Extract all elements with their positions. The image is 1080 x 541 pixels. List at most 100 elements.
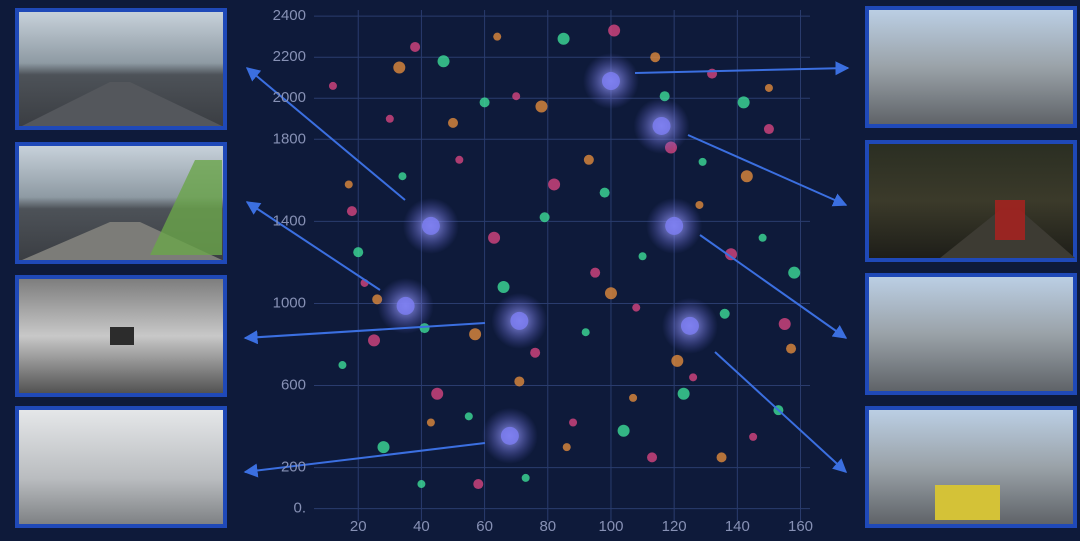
- point: [758, 233, 767, 242]
- point: [763, 124, 774, 135]
- arrow: [245, 201, 381, 291]
- point: [464, 412, 473, 421]
- taxi: [935, 485, 1000, 520]
- y-tick-label: 1400: [273, 212, 306, 229]
- point: [557, 32, 570, 45]
- x-tick-label: 160: [788, 518, 813, 535]
- x-tick-label: 40: [413, 518, 430, 535]
- point: [512, 92, 521, 101]
- thumbnails: [15, 6, 1077, 528]
- y-tick-label: 0.: [293, 500, 306, 517]
- point: [786, 343, 797, 354]
- cluster-point: [500, 426, 519, 445]
- cluster-point: [601, 72, 620, 91]
- point: [353, 247, 364, 258]
- point: [497, 281, 510, 294]
- city-image: [865, 273, 1077, 395]
- point: [455, 155, 464, 164]
- city-image: [865, 6, 1077, 128]
- point: [650, 52, 661, 63]
- point: [548, 178, 561, 191]
- point: [629, 393, 638, 402]
- cluster-point: [680, 316, 699, 335]
- point: [488, 231, 501, 244]
- plot: [328, 24, 801, 490]
- point: [535, 100, 548, 113]
- point: [417, 480, 426, 489]
- point: [638, 252, 647, 261]
- x-tick-label: 80: [539, 518, 556, 535]
- point: [473, 479, 484, 490]
- point: [695, 200, 704, 209]
- point: [632, 303, 641, 312]
- point: [749, 432, 758, 441]
- x-tick-label: 60: [476, 518, 493, 535]
- arrows: [243, 61, 850, 478]
- cluster-point: [652, 116, 671, 135]
- point: [719, 308, 730, 319]
- point: [393, 61, 406, 74]
- point: [583, 154, 594, 165]
- arrow: [243, 322, 486, 345]
- point: [346, 206, 357, 217]
- point: [725, 248, 738, 261]
- point: [493, 32, 502, 41]
- point: [608, 24, 621, 37]
- x-tick-label: 100: [598, 518, 623, 535]
- point: [437, 55, 450, 68]
- point: [778, 317, 791, 330]
- point: [521, 473, 530, 482]
- point: [599, 187, 610, 198]
- point: [569, 418, 578, 427]
- cluster-point: [396, 296, 415, 315]
- tunnel-end: [110, 327, 134, 345]
- point: [328, 81, 337, 90]
- point: [677, 387, 690, 400]
- point: [385, 114, 394, 123]
- arrow: [634, 61, 850, 76]
- point: [671, 354, 684, 367]
- point: [562, 443, 571, 452]
- point: [338, 361, 347, 370]
- arrow: [243, 442, 486, 478]
- road: [22, 82, 222, 126]
- point: [469, 328, 482, 341]
- point: [431, 387, 444, 400]
- y-tick-label: 600: [281, 377, 306, 394]
- point: [617, 424, 630, 437]
- point: [448, 117, 459, 128]
- arrow: [699, 234, 848, 339]
- point: [539, 212, 550, 223]
- cluster-point: [665, 216, 684, 235]
- cluster-point: [421, 216, 440, 235]
- x-tick-label: 140: [725, 518, 750, 535]
- point: [514, 376, 525, 387]
- y-tick-label: 1800: [273, 130, 306, 147]
- arrow: [245, 67, 406, 201]
- point: [410, 41, 421, 52]
- y-tick-label: 2000: [273, 89, 306, 106]
- point: [479, 97, 490, 108]
- grid: [314, 10, 810, 521]
- car-lights: [995, 200, 1025, 240]
- point: [377, 441, 390, 454]
- point: [344, 180, 353, 189]
- x-tick-label: 120: [662, 518, 687, 535]
- rain-image: [15, 406, 227, 528]
- x-tick-label: 20: [350, 518, 367, 535]
- point: [604, 287, 617, 300]
- trees: [150, 160, 222, 255]
- thumbnail-details: [22, 82, 1075, 520]
- point: [581, 328, 590, 337]
- arrow: [687, 134, 848, 207]
- y-tick-label: 1000: [273, 294, 306, 311]
- point: [398, 172, 407, 181]
- point: [764, 83, 773, 92]
- arrow: [714, 351, 848, 473]
- point: [426, 418, 435, 427]
- point: [788, 266, 801, 279]
- point: [368, 334, 381, 347]
- point: [647, 452, 658, 463]
